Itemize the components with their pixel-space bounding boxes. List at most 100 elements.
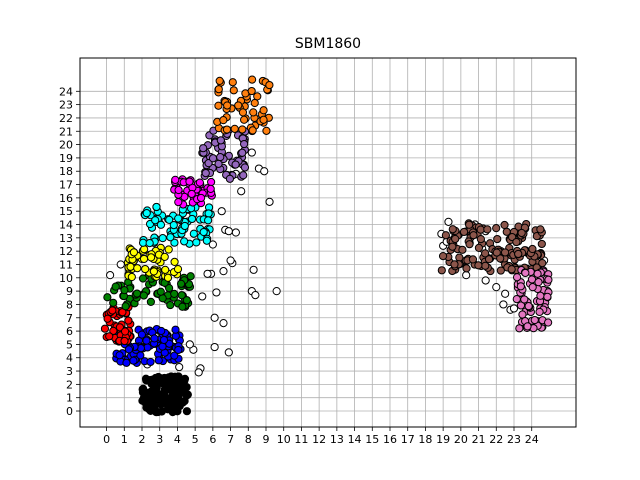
scatter-point <box>521 268 530 278</box>
scatter-point <box>146 253 156 262</box>
scatter-point <box>537 239 546 249</box>
scatter-point <box>259 106 268 115</box>
scatter-point <box>476 225 485 234</box>
y-tick-label: 22 <box>59 112 73 125</box>
scatter-point <box>138 274 148 283</box>
scatter-point <box>165 284 174 293</box>
scatter-point <box>187 214 197 224</box>
scatter-point <box>481 261 490 270</box>
scatter-point <box>152 202 161 212</box>
scatter-point <box>455 253 464 262</box>
scatter-point <box>173 265 183 274</box>
scatter-point <box>451 234 460 244</box>
scatter-point <box>182 407 192 416</box>
scatter-point <box>187 189 196 199</box>
scatter-point <box>240 163 250 172</box>
scatter-point <box>481 249 490 258</box>
x-tick-label: 19 <box>436 433 450 446</box>
scatter-point <box>166 393 175 402</box>
scatter-point <box>139 291 148 300</box>
scatter-point <box>166 233 175 242</box>
scatter-point <box>438 252 448 261</box>
scatter-point <box>528 283 537 292</box>
scatter-point <box>143 343 152 352</box>
scatter-point <box>199 144 208 153</box>
scatter-point-outlier <box>217 207 226 216</box>
scatter-point <box>493 234 502 244</box>
scatter-point <box>248 126 257 135</box>
scatter-point <box>137 330 146 339</box>
scatter-point <box>115 351 124 360</box>
scatter-point <box>178 302 187 311</box>
scatter-point <box>105 332 114 341</box>
scatter-point <box>441 231 450 240</box>
scatter-point <box>512 273 522 282</box>
x-tick-label: 23 <box>507 433 521 446</box>
scatter-point <box>483 225 492 234</box>
scatter-point <box>192 238 201 247</box>
scatter-point <box>145 239 154 248</box>
scatter-point <box>186 272 195 281</box>
y-tick-label: 23 <box>59 99 73 112</box>
y-tick-label: 19 <box>59 152 73 165</box>
y-tick-label: 16 <box>59 192 73 205</box>
scatter-point-outlier <box>212 288 221 297</box>
x-tick-label: 0 <box>103 433 110 446</box>
scatter-point <box>174 345 183 355</box>
scatter-point-outlier <box>226 256 235 265</box>
scatter-point-outlier <box>208 240 217 249</box>
x-tick-label: 17 <box>401 433 415 446</box>
scatter-point <box>239 139 249 149</box>
y-tick-label: 14 <box>59 219 73 232</box>
x-tick-label: 18 <box>418 433 432 446</box>
scatter-point <box>156 220 166 229</box>
scatter-point <box>448 242 457 251</box>
scatter-point <box>176 378 185 387</box>
scatter-point <box>157 326 166 336</box>
scatter-point <box>171 175 180 184</box>
x-tick-label: 24 <box>525 433 539 446</box>
scatter-point <box>238 125 247 134</box>
scatter-point <box>139 254 149 264</box>
scatter-point <box>228 78 237 87</box>
scatter-point <box>180 237 189 246</box>
scatter-point <box>165 215 174 224</box>
scatter-point <box>468 255 478 264</box>
scatter-point <box>160 252 169 261</box>
scatter-point-outlier <box>116 260 125 269</box>
scatter-point <box>528 244 537 254</box>
scatter-point <box>166 300 175 310</box>
scatter-point <box>543 292 552 301</box>
chart-title: SBM1860 <box>295 36 361 52</box>
scatter-point <box>164 245 173 254</box>
scatter-point-outlier <box>185 340 194 349</box>
scatter-point <box>524 302 533 311</box>
x-tick-label: 6 <box>209 433 216 446</box>
scatter-point <box>120 327 130 336</box>
scatter-point <box>249 108 258 117</box>
scatter-point <box>448 225 457 234</box>
scatter-point <box>132 289 142 298</box>
y-tick-label: 20 <box>59 139 73 152</box>
scatter-point <box>133 264 142 273</box>
scatter-point-outlier <box>194 368 203 377</box>
x-tick-label: 14 <box>348 433 362 446</box>
scatter-point-outlier <box>492 283 501 292</box>
scatter-point-outlier <box>462 271 471 280</box>
scatter-point <box>161 265 170 274</box>
scatter-point <box>530 315 539 325</box>
scatter-point <box>129 248 139 257</box>
scatter-point-outlier <box>260 167 269 176</box>
scatter-point <box>170 289 179 299</box>
scatter-point <box>265 80 274 90</box>
scatter-point <box>103 293 112 302</box>
scatter-point-outlier <box>203 269 212 278</box>
y-tick-label: 9 <box>66 285 73 298</box>
scatter-point <box>149 395 158 405</box>
scatter-point <box>177 291 186 300</box>
y-tick-label: 11 <box>59 258 73 271</box>
scatter-point <box>127 272 136 282</box>
scatter-point-outlier <box>249 265 258 274</box>
y-tick-label: 0 <box>66 405 73 418</box>
scatter-point <box>129 356 138 365</box>
